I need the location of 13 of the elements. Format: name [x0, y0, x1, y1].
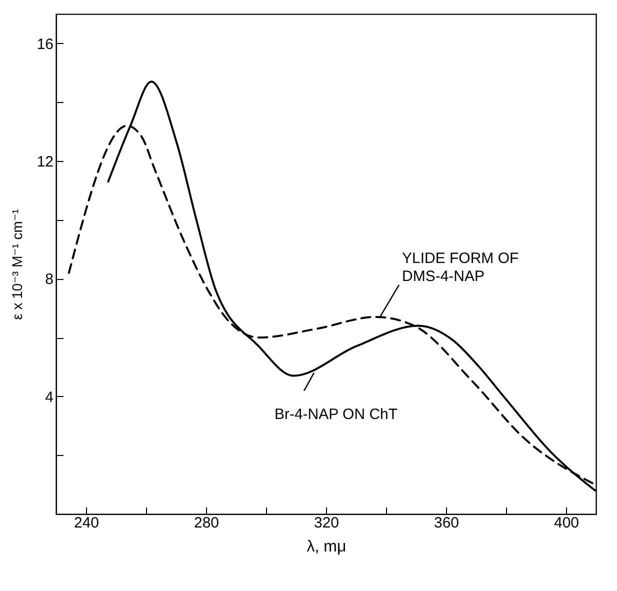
x-axis-title: λ, mμ [306, 538, 346, 556]
annotation: Br-4-NAP ON ChT [274, 406, 398, 423]
y-axis-title: ε x 10⁻³ M⁻¹ cm⁻¹ [8, 208, 25, 320]
x-tick-label: 360 [434, 514, 460, 532]
x-tick-label: 320 [314, 514, 340, 532]
x-tick-label: 240 [74, 514, 100, 532]
y-tick-label: 4 [45, 388, 54, 406]
x-tick-label: 280 [194, 514, 220, 532]
annotation: YLIDE FORM OF DMS-4-NAP [402, 250, 519, 285]
x-tick-label: 400 [554, 514, 580, 532]
y-tick-label: 8 [45, 271, 54, 288]
y-tick-label: 12 [36, 154, 54, 171]
y-tick-label: 16 [36, 36, 54, 53]
